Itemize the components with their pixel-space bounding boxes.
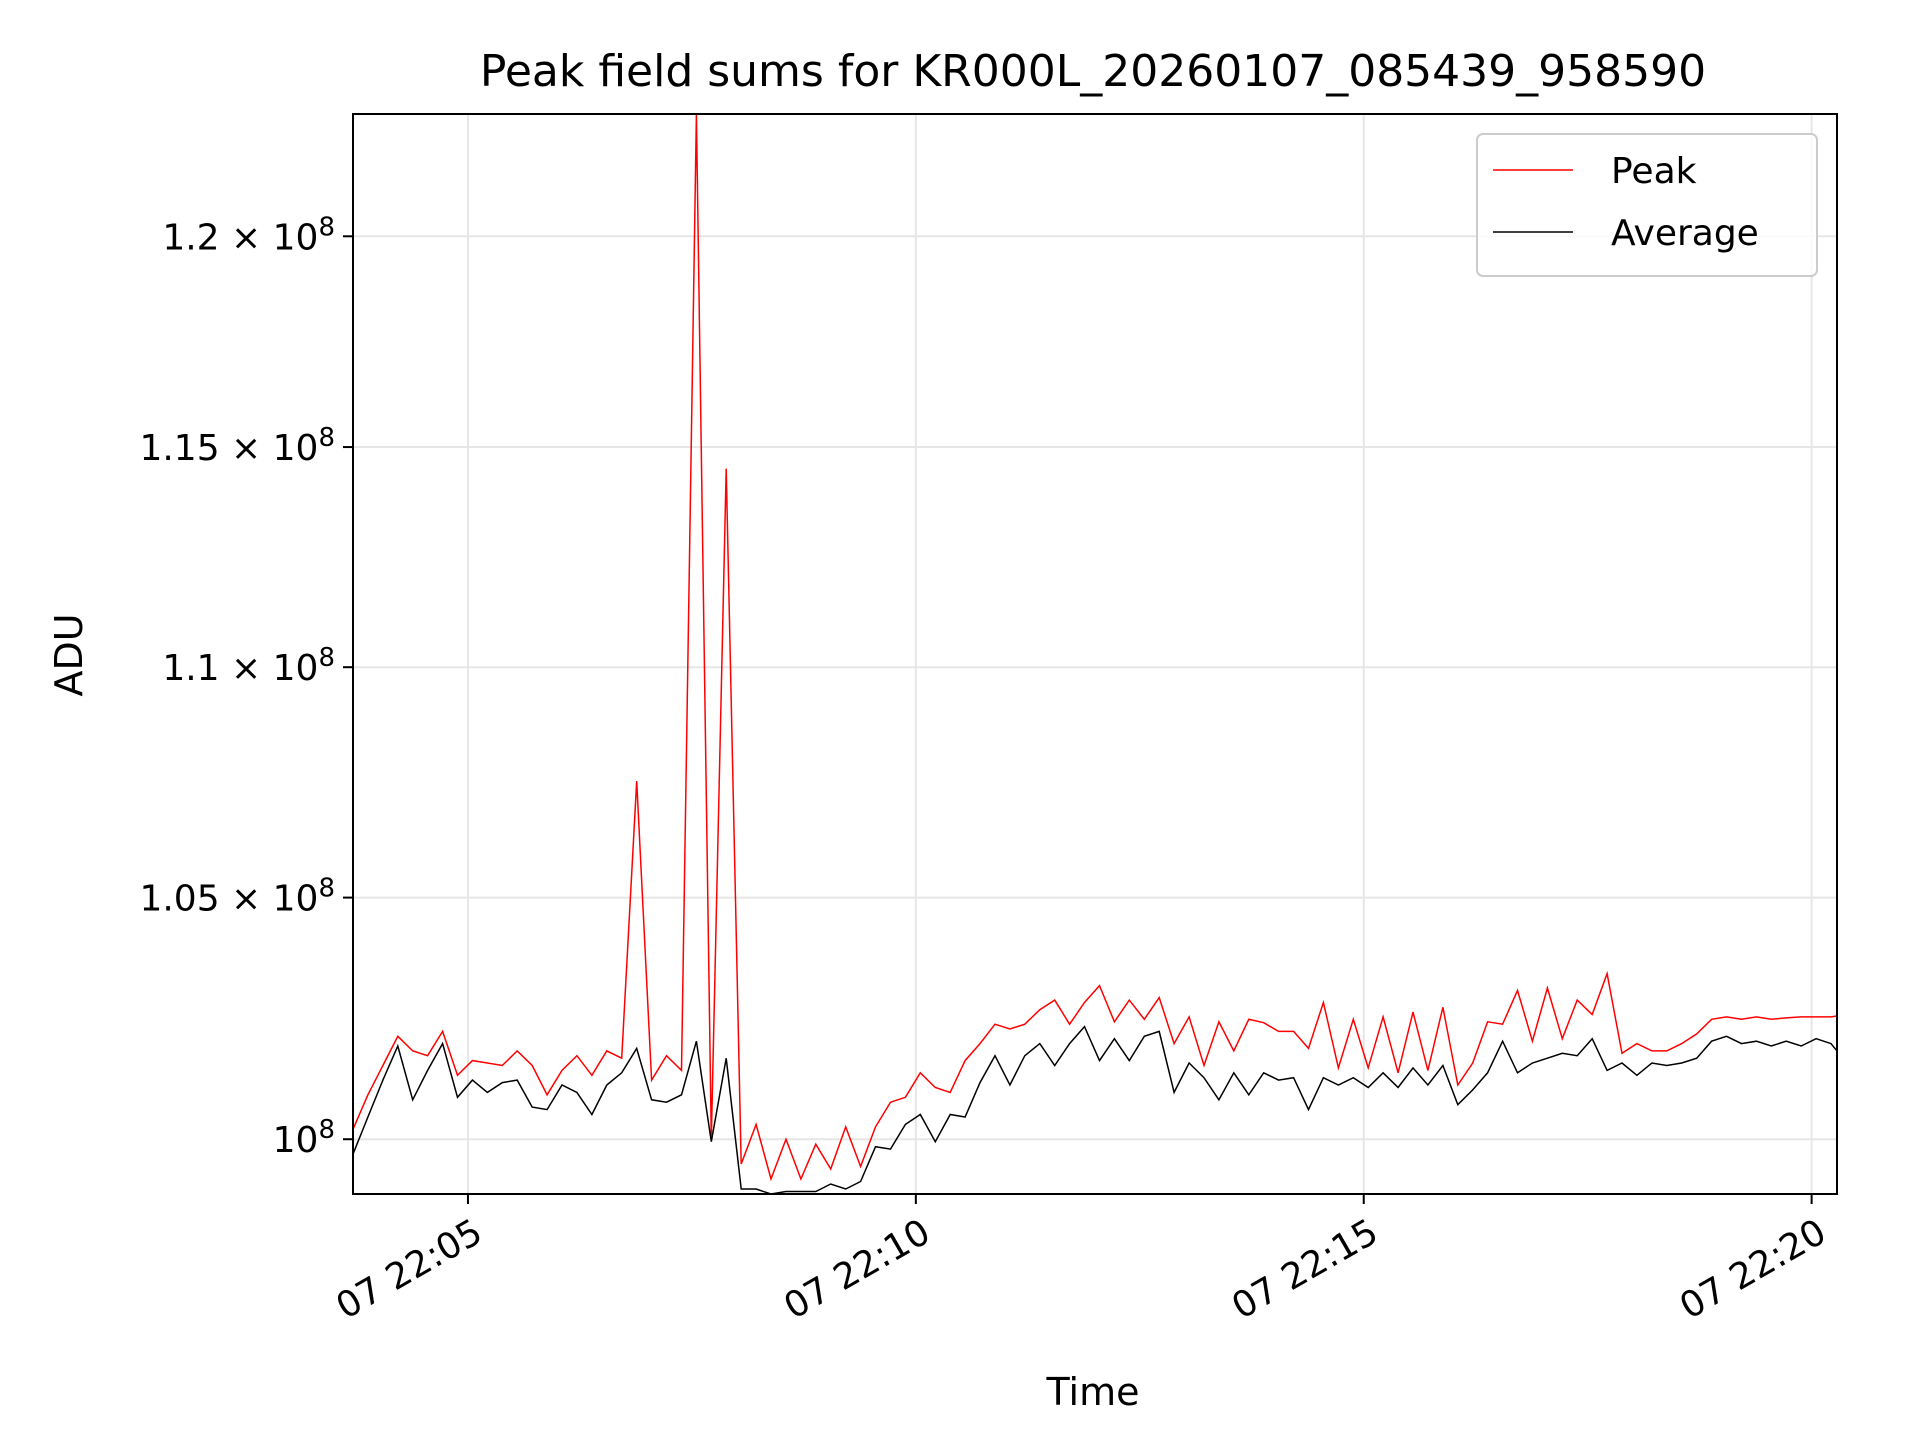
legend-label-average: Average — [1611, 213, 1759, 254]
y-tick-label: 1.15 × 108 — [139, 423, 335, 469]
plot-frame — [352, 113, 1838, 1195]
legend-label-peak: Peak — [1611, 151, 1697, 192]
y-tick-label: 108 — [273, 1115, 335, 1161]
grid — [353, 114, 1837, 1194]
y-tick-label: 1.05 × 108 — [139, 874, 335, 920]
x-axis-label: Time — [1046, 1370, 1140, 1414]
y-tick-label: 1.1 × 108 — [162, 643, 335, 689]
series-line-average — [353, 1025, 1837, 1194]
y-ticks: 108 1.05 × 108 1.1 × 108 1.15 × 108 1.2 × 10… — [139, 212, 353, 1161]
y-axis-label: ADU — [47, 613, 91, 696]
y-tick-label: 1.2 × 108 — [162, 212, 335, 258]
legend: Peak Average — [1476, 133, 1818, 277]
series-layer — [353, 114, 1837, 1194]
chart-title: Peak field sums for KR000L_20260107_0854… — [480, 46, 1706, 97]
series-line-peak — [353, 114, 1837, 1182]
